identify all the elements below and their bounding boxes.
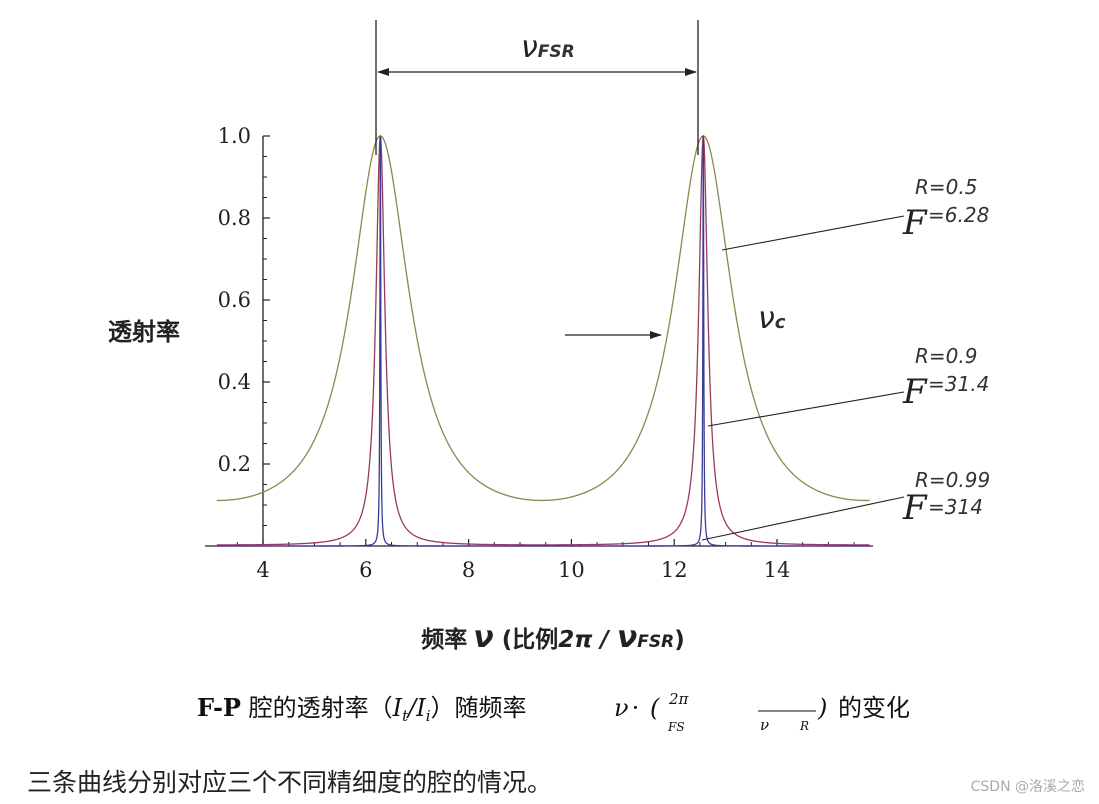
leader-line-r09 (707, 391, 905, 427)
transmission-curves (216, 134, 870, 547)
caption-nu: ν · (614, 694, 639, 722)
series-line-r-09 (216, 134, 870, 546)
caption-nu2: ν (760, 716, 769, 734)
x-tick-label: 4 (256, 558, 269, 582)
y-tick-label: 1.0 (218, 124, 251, 148)
series-line-r-05 (216, 135, 870, 502)
y-tick-label: 0.2 (218, 452, 251, 476)
svg-text:F: F (902, 203, 928, 243)
svg-text:=314: =314 (928, 495, 983, 519)
x-tick-label: 10 (558, 558, 585, 582)
x-ticks: 4 6 8 10 12 14 (236, 539, 855, 582)
x-tick-label: 12 (661, 558, 688, 582)
caption-paren-close: ) (817, 694, 827, 722)
caption-fs: FS (667, 720, 685, 734)
series-label-r09: R=0.9 F =31.4 (707, 344, 989, 427)
x-tick-label: 6 (359, 558, 372, 582)
x-axis-label: 频率 ν (比例2π / νFSR) (421, 620, 685, 655)
series-label-r05: R=0.5 F =6.28 (721, 175, 989, 251)
caption-r: R (799, 719, 809, 733)
leader-line-r05 (721, 215, 905, 251)
svg-text:R=0.99: R=0.99 (915, 468, 990, 492)
watermark: CSDN @洛溪之恋 (971, 778, 1085, 795)
x-tick-label: 14 (764, 558, 791, 582)
caption-paren-open: ( (650, 694, 660, 722)
svg-text:F: F (902, 372, 928, 412)
svg-text:R=0.5: R=0.5 (915, 175, 977, 199)
figure-caption: F-P 腔的透射率（It/Ii）随频率 (197, 693, 527, 725)
fsr-label: νFSR (521, 30, 575, 65)
y-ticks: 0.2 0.4 0.6 0.8 1.0 (218, 124, 270, 526)
description-text: 三条曲线分别对应三个不同精细度的腔的情况。 (27, 768, 552, 797)
svg-text:=31.4: =31.4 (928, 372, 989, 396)
caption-tail: 的变化 (838, 694, 910, 722)
x-tick-label: 8 (462, 558, 475, 582)
svg-text:F: F (902, 488, 928, 528)
caption-two-pi: 2π (668, 690, 690, 708)
y-tick-label: 0.4 (218, 370, 251, 394)
svg-text:=6.28: =6.28 (928, 203, 989, 227)
y-tick-label: 0.8 (218, 206, 251, 230)
svg-text:R=0.9: R=0.9 (915, 344, 977, 368)
nu-c-label: νc (758, 301, 786, 336)
y-tick-label: 0.6 (218, 288, 251, 312)
series-line-r-099 (216, 136, 870, 547)
y-axis-label: 透射率 (108, 318, 180, 346)
series-label-r099: R=0.99 F =314 (701, 468, 990, 541)
leader-line-r099 (701, 496, 905, 541)
